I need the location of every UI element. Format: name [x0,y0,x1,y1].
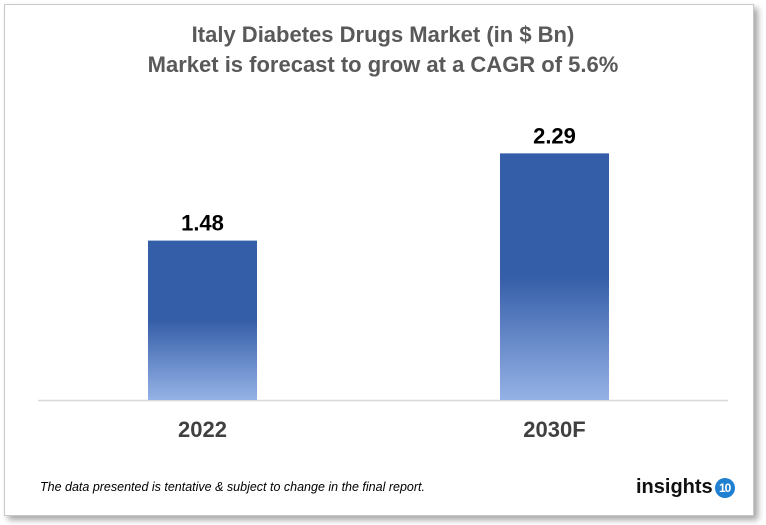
x-tick-label: 2030F [523,417,585,442]
chart-card [4,4,754,516]
data-label: 2.29 [533,123,576,148]
bar-2022 [148,240,257,400]
bar-2030F [500,153,609,400]
disclaimer: The data presented is tentative & subjec… [40,480,425,494]
chart-title: Italy Diabetes Drugs Market (in $ Bn) [191,22,575,47]
logo-text: insights [636,476,713,498]
insights10-logo: insights 10 [636,476,735,499]
chart-subtitle: Market is forecast to grow at a CAGR of … [147,52,619,77]
data-label: 1.48 [181,211,224,236]
logo-badge: 10 [714,477,735,498]
x-tick-label: 2022 [178,417,227,442]
